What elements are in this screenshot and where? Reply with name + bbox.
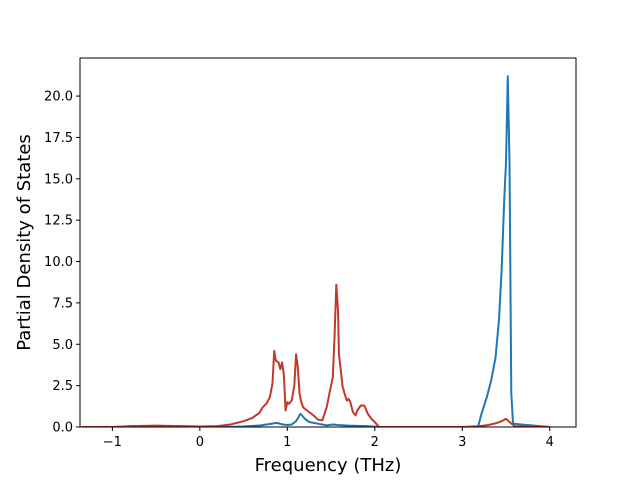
- x-tick-label: 1: [283, 435, 291, 450]
- x-axis-label: Frequency (THz): [255, 455, 402, 476]
- y-tick-label: 12.5: [44, 214, 73, 229]
- y-tick-label: 20.0: [44, 90, 73, 105]
- y-axis-label: Partial Density of States: [14, 134, 35, 351]
- y-tick-label: 0.0: [52, 421, 73, 436]
- y-tick-label: 15.0: [44, 172, 73, 187]
- plot-area-frame: [79, 57, 577, 428]
- y-tick-label: 7.5: [52, 296, 73, 311]
- y-tick-label: 10.0: [44, 255, 73, 270]
- x-tick-label: 4: [546, 435, 554, 450]
- y-tick-label: 2.5: [52, 379, 73, 394]
- y-tick-label: 17.5: [44, 131, 73, 146]
- series-1-line: [81, 75, 550, 427]
- x-tick-label: −1: [103, 435, 122, 450]
- x-tick-label: 3: [458, 435, 466, 450]
- tick-layer: −1 0 1 2 3 4 0.0 2.5 5.0 7.5 10.0 12.5 15.0 17.5 20.0: [44, 90, 554, 450]
- series-2-line: [81, 283, 550, 427]
- series-layer: [81, 75, 550, 427]
- x-tick-label: 2: [371, 435, 379, 450]
- y-tick-label: 5.0: [52, 338, 73, 353]
- x-tick-label: 0: [196, 435, 204, 450]
